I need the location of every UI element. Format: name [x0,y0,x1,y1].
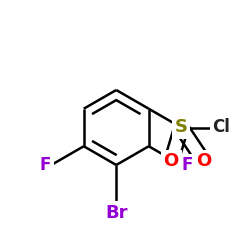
Text: S: S [175,118,188,136]
Text: O: O [164,152,179,170]
Text: F: F [40,156,51,174]
Text: F: F [181,156,192,174]
Text: O: O [196,152,212,170]
Text: Br: Br [105,204,128,222]
Text: Cl: Cl [212,118,230,136]
